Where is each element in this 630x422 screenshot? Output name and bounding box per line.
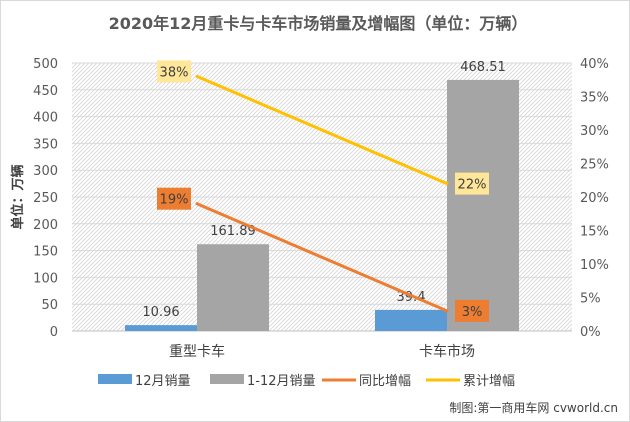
right-tick-label: 25% bbox=[580, 158, 609, 173]
right-tick-label: 15% bbox=[580, 225, 609, 240]
right-tick-label: 30% bbox=[580, 124, 609, 139]
line-label-box bbox=[455, 172, 489, 195]
left-tick-label: 500 bbox=[33, 57, 58, 72]
legend: 12月销量 1-12月销量 同比增幅 累计增幅 bbox=[98, 374, 515, 389]
right-tick-label: 20% bbox=[580, 191, 609, 206]
line-value-labels: 19% 3% 38% 22% bbox=[157, 60, 489, 322]
right-axis-ticks: 0% 5% 10% 15% 20% 25% 30% 35% 40% bbox=[580, 57, 609, 340]
category-label: 重型卡车 bbox=[169, 343, 225, 360]
source-note: 制图:第一商用车网 cvworld.cn bbox=[449, 400, 618, 415]
left-tick-label: 350 bbox=[33, 137, 58, 152]
left-tick-label: 100 bbox=[33, 271, 58, 286]
bar-value-label: 468.51 bbox=[460, 60, 506, 75]
series-line bbox=[195, 74, 449, 186]
bars bbox=[125, 79, 519, 332]
legend-label: 累计增幅 bbox=[463, 374, 515, 389]
bar bbox=[125, 325, 197, 331]
left-tick-label: 250 bbox=[33, 191, 58, 206]
category-label: 卡车市场 bbox=[419, 343, 475, 360]
left-axis-ticks: 0 50 100 150 200 250 300 350 400 450 500 bbox=[33, 57, 58, 340]
left-tick-label: 0 bbox=[50, 325, 58, 340]
bar bbox=[447, 79, 519, 332]
line-value-label: 38% bbox=[160, 65, 189, 80]
right-tick-label: 10% bbox=[580, 258, 609, 273]
left-tick-label: 150 bbox=[33, 245, 58, 260]
legend-label: 1-12月销量 bbox=[247, 374, 316, 389]
line-value-label: 3% bbox=[462, 305, 483, 320]
chart-title: 2020年12月重卡与卡车市场销量及增幅图（单位：万辆） bbox=[109, 14, 528, 33]
bar bbox=[375, 309, 447, 331]
bar-value-label: 161.89 bbox=[210, 224, 256, 239]
category-labels: 重型卡车 卡车市场 bbox=[169, 343, 475, 360]
left-tick-label: 200 bbox=[33, 218, 58, 233]
y-axis-label: 单位：万辆 bbox=[10, 164, 26, 229]
left-tick-label: 50 bbox=[41, 298, 58, 313]
right-tick-label: 0% bbox=[580, 325, 601, 340]
line-label-box bbox=[157, 187, 191, 210]
legend-swatch bbox=[98, 374, 132, 384]
line-label-box bbox=[455, 299, 489, 322]
legend-label: 12月销量 bbox=[135, 374, 191, 389]
right-tick-label: 35% bbox=[580, 91, 609, 106]
left-tick-label: 450 bbox=[33, 84, 58, 99]
legend-label: 同比增幅 bbox=[359, 374, 411, 389]
right-tick-label: 5% bbox=[580, 292, 601, 307]
right-tick-label: 40% bbox=[580, 57, 609, 72]
line-value-label: 19% bbox=[160, 193, 189, 208]
series-line bbox=[195, 202, 449, 313]
left-tick-label: 400 bbox=[33, 111, 58, 126]
lines bbox=[195, 74, 449, 313]
bar-value-label: 10.96 bbox=[142, 305, 179, 320]
left-tick-label: 300 bbox=[33, 164, 58, 179]
line-label-box bbox=[157, 60, 191, 83]
legend-swatch bbox=[210, 374, 244, 384]
line-value-label: 22% bbox=[458, 178, 487, 193]
bar bbox=[197, 244, 269, 331]
